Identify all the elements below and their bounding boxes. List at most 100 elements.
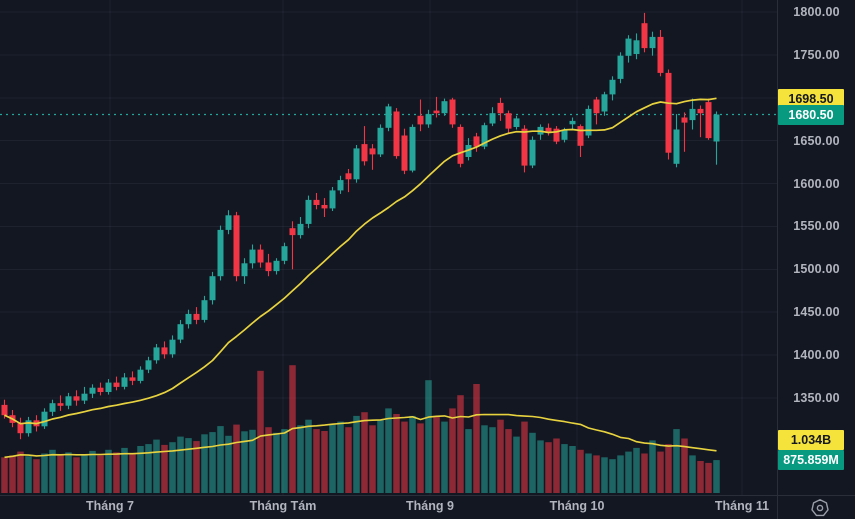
volume-bar [49,449,56,493]
volume-bar [385,408,392,493]
candle-body [521,128,528,166]
candle-body [457,126,464,164]
candle-body [593,99,600,114]
candle-body [145,360,152,370]
time-axis-label: Tháng 10 [549,499,605,513]
candle-body [337,180,344,191]
volume-bar [185,438,192,493]
volume-bar [225,435,232,493]
volume-bar [577,449,584,493]
volume-bar [409,415,416,493]
volume-bar [217,426,224,493]
candle-body [425,114,432,125]
price-tick-label: 1550.00 [793,219,840,234]
volume-bar [161,444,168,493]
volume-bar [137,446,144,493]
volume-bar [201,434,208,493]
volume-bar [89,450,96,493]
volume-ma-badge: 1.034B [778,430,844,450]
time-scale[interactable]: Tháng 7 Tháng Tám Tháng 9 Tháng 10 Tháng 11 [0,496,855,519]
volume-bar [497,419,504,493]
volume-bar [377,419,384,493]
price-axis-separator [777,0,778,519]
time-axis-label: Tháng Tám [249,499,317,513]
last-price-badge: 1680.50 [778,105,844,125]
volume-bar [265,427,272,493]
candle-body [561,130,568,140]
volume-bar [705,462,712,493]
volume-bar [345,427,352,493]
volume-bar [73,457,80,493]
candle-body [673,129,680,164]
volume-bar [401,421,408,493]
volume-bar [81,454,88,493]
volume-bar [433,415,440,493]
candle-body [121,377,128,387]
volume-bar [193,441,200,493]
candle-body [329,190,336,209]
candle-body [649,36,656,49]
candle-body [153,347,160,361]
candle-body [25,420,32,434]
price-scale[interactable]: 1698.50 1680.50 1.034B 875.859M 1800.00 1… [778,0,855,495]
price-tick-label: 1800.00 [793,5,840,19]
candle-body [89,387,96,394]
volume-ma-line [4,413,717,459]
volume-bar [1,457,8,493]
candle-body [393,111,400,157]
candle-body [481,125,488,147]
candle-body [289,228,296,236]
candle-body [569,120,576,125]
volume-bar [25,456,32,493]
candle-body [297,223,304,236]
volume-bar [609,459,616,493]
volume-bar [353,415,360,493]
candle-body [113,382,120,387]
candle-body [273,260,280,272]
volume-bar [561,444,568,493]
candle-body [257,249,264,263]
candle-body [665,72,672,153]
volume-bar [97,455,104,493]
volume-bar [505,429,512,493]
candle-body [433,110,440,114]
candle-body [449,99,456,125]
volume-bar [689,455,696,493]
candle-body [401,135,408,171]
volume-bar [369,425,376,493]
candle-body [265,262,272,272]
settings-icon[interactable] [808,497,832,519]
candle-body [225,215,232,230]
candle-body [313,199,320,205]
time-axis-label: Tháng 9 [406,499,454,513]
candle-body [681,117,688,123]
candle-body [377,127,384,155]
settings-icon-circle [816,504,824,512]
volume-bar [65,452,72,493]
candle-body [585,108,592,136]
candle-body [417,115,424,125]
price-tick-label: 1600.00 [793,176,840,191]
volume-bar [585,453,592,493]
volume-bar [313,429,320,493]
volume-bar [249,429,256,493]
last-volume-badge: 875.859M [778,450,844,470]
volume-bar [177,436,184,493]
candle-body [1,404,8,416]
candle-body [321,205,328,209]
volume-bar [625,451,632,493]
volume-bar [113,452,120,493]
candle-body [161,347,168,355]
volume-bar [601,457,608,493]
volume-bar [337,421,344,493]
volume-bar [329,424,336,493]
volume-bar [473,384,480,493]
volume-bar [537,440,544,493]
time-axis-label: Tháng 11 [714,499,770,513]
volume-bar [521,421,528,493]
candle-body [353,148,360,180]
candle-body [441,101,448,114]
candle-body [345,173,352,180]
candle-body [17,422,24,434]
